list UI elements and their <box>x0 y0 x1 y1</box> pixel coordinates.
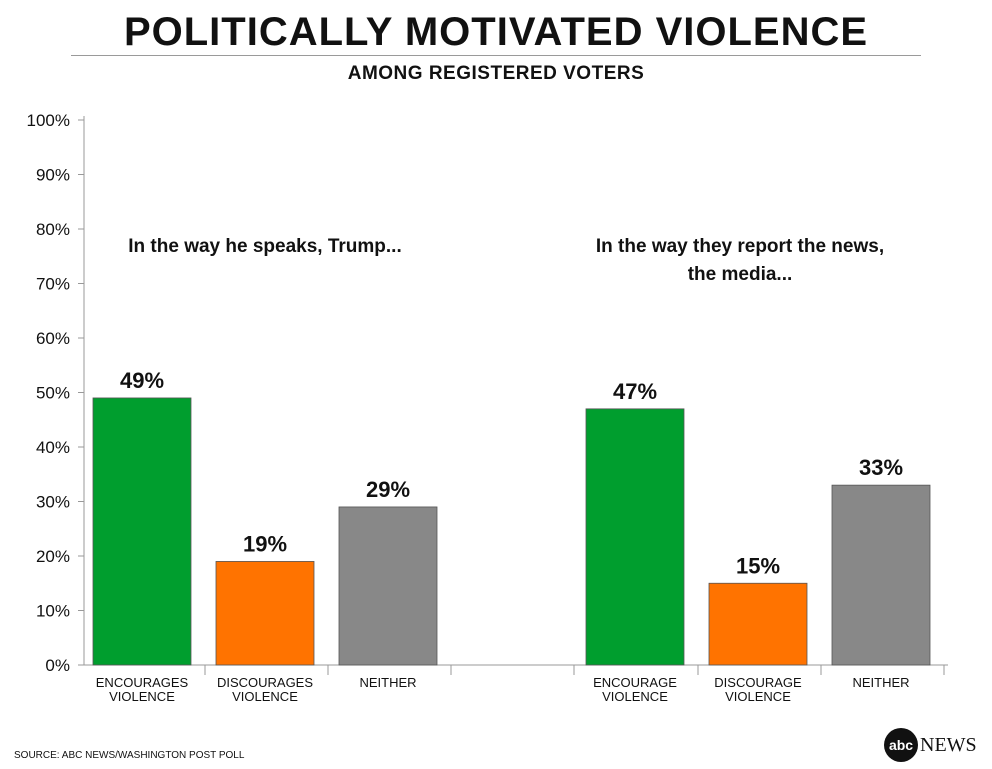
x-category-label: VIOLENCE <box>109 689 175 704</box>
x-category-label: ENCOURAGES <box>96 675 189 690</box>
bar-chart: 100% 90% 80% 70% 60% 50% 40% 30% 20% 10% 0% In the … <box>27 111 948 704</box>
group-heading-2: In the way they report the news, <box>596 236 884 257</box>
bar-value-label: 19% <box>243 531 287 556</box>
y-tick-label: 30% <box>36 493 70 512</box>
x-category-label: DISCOURAGES <box>217 675 313 690</box>
chart-subtitle: AMONG REGISTERED VOTERS <box>347 63 645 84</box>
group-heading-2: the media... <box>688 264 793 285</box>
x-category-label: ENCOURAGE <box>593 675 677 690</box>
x-category-label: DISCOURAGE <box>714 675 802 690</box>
y-tick-label: 70% <box>36 275 70 294</box>
y-tick-label: 90% <box>36 166 70 185</box>
x-category-label: NEITHER <box>852 675 909 690</box>
bar-1-1 <box>92 397 192 666</box>
y-tick-label: 100% <box>27 111 70 130</box>
x-category-label: VIOLENCE <box>602 689 668 704</box>
bar-2-1 <box>585 408 685 666</box>
y-tick-label: 0% <box>45 656 70 675</box>
y-tick-label: 80% <box>36 220 70 239</box>
title-divider <box>71 55 921 56</box>
abc-news-logo: abc NEWS <box>884 728 977 762</box>
bar-1-2 <box>215 561 315 666</box>
source-note: SOURCE: ABC NEWS/WASHINGTON POST POLL <box>14 750 245 761</box>
abc-logo-icon: abc <box>884 728 918 762</box>
bar-2-3 <box>831 484 931 666</box>
chart-title: POLITICALLY MOTIVATED VIOLENCE <box>123 10 869 54</box>
x-category-label: VIOLENCE <box>232 689 298 704</box>
bar-value-label: 49% <box>120 368 164 393</box>
bar-value-label: 33% <box>859 455 903 480</box>
y-tick-label: 50% <box>36 384 70 403</box>
bar-value-label: 47% <box>613 379 657 404</box>
logo-news-text: NEWS <box>920 733 977 756</box>
group-heading-1: In the way he speaks, Trump... <box>128 236 401 257</box>
bar-1-3 <box>338 506 438 666</box>
y-tick-label: 40% <box>36 438 70 457</box>
x-category-label: NEITHER <box>359 675 416 690</box>
bar-value-label: 29% <box>366 477 410 502</box>
bar-value-label: 15% <box>736 553 780 578</box>
bar-2-2 <box>708 582 808 666</box>
y-tick-label: 20% <box>36 547 70 566</box>
y-tick-label: 60% <box>36 329 70 348</box>
y-tick-label: 10% <box>36 602 70 621</box>
x-category-label: VIOLENCE <box>725 689 791 704</box>
